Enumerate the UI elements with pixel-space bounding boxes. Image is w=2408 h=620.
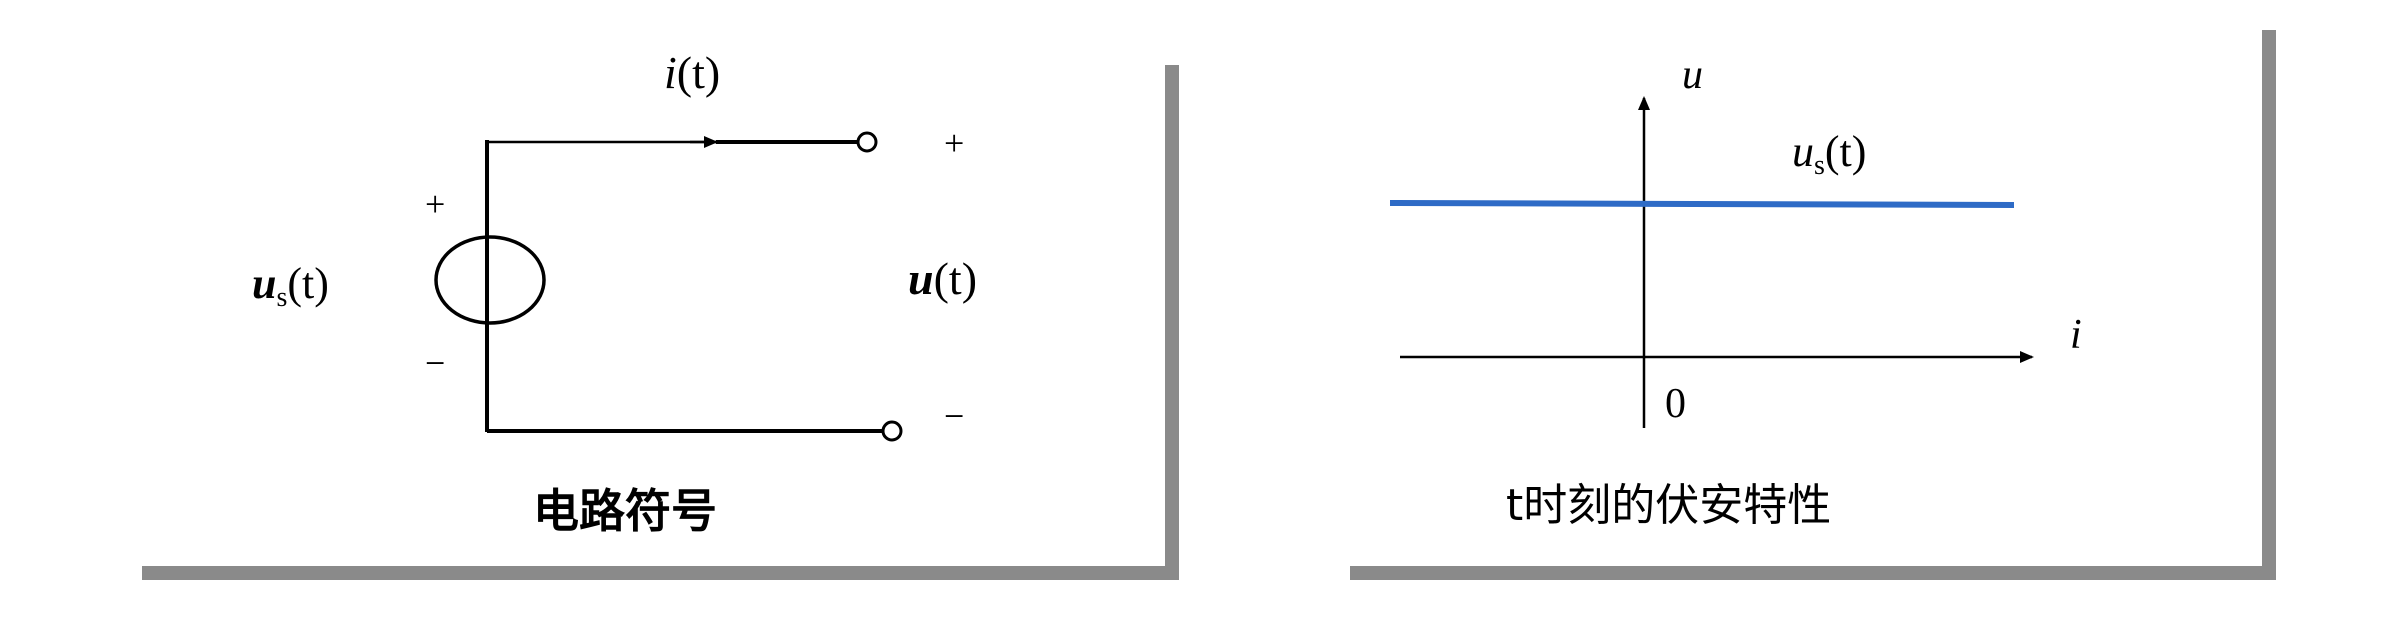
top-terminal [856,131,878,153]
right-panel-shadow-right [2262,30,2276,580]
y-axis-label: u [1682,52,1703,98]
us-line-label: us(t) [1792,127,1866,181]
left-caption: 电路符号 [533,484,717,538]
vi-graph [1389,96,2034,428]
output-voltage-label: u(t) [908,253,977,304]
x-axis-label: i [2070,312,2082,358]
right-panel-shadow-bottom [1350,566,2276,580]
current-label: i(t) [664,47,720,98]
us-constant-line [1389,200,2015,208]
left-panel-shadow-bottom [142,566,1179,580]
right-caption: t时刻的伏安特性 [1506,480,1831,531]
source-label: us(t) [252,259,329,313]
circuit-symbol [434,131,903,442]
terminal-minus-sign: − [944,396,964,436]
origin-label: 0 [1665,381,1686,427]
terminal-plus-sign: + [944,123,964,163]
bottom-terminal [881,420,903,442]
voltage-source-circle [434,235,546,325]
left-panel-shadow-right [1165,65,1179,580]
source-plus-sign: + [425,184,445,224]
source-minus-sign: − [425,343,445,383]
